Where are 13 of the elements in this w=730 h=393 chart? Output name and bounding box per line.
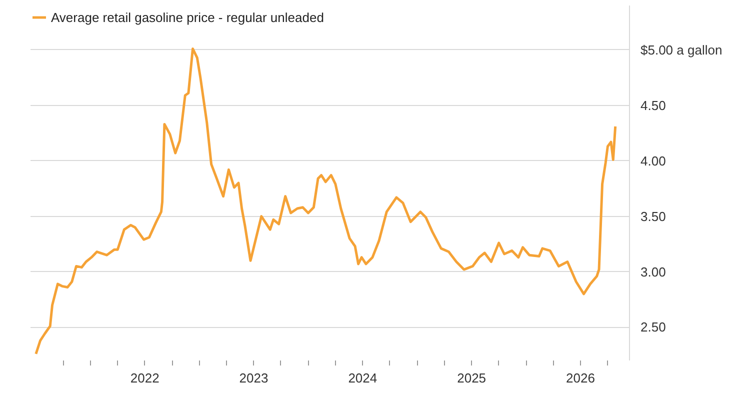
y-tick-label: 2.50	[640, 320, 666, 335]
x-tick-label: 2024	[348, 370, 378, 386]
y-tick-label: 4.00	[640, 153, 666, 168]
x-tick-label: 2026	[566, 370, 595, 386]
x-tick-label: 2023	[239, 370, 268, 386]
legend-label: Average retail gasoline price - regular unleaded	[51, 10, 324, 24]
y-tick-label: $5.00 a gallon	[640, 42, 722, 58]
x-tick-label: 2025	[457, 370, 486, 386]
y-tick-label: 3.50	[640, 208, 666, 224]
y-tick-label: 4.50	[640, 98, 666, 113]
x-tick-label: 2022	[130, 370, 160, 386]
line-series	[34, 48, 617, 356]
y-tick-label: 3.00	[640, 264, 666, 280]
